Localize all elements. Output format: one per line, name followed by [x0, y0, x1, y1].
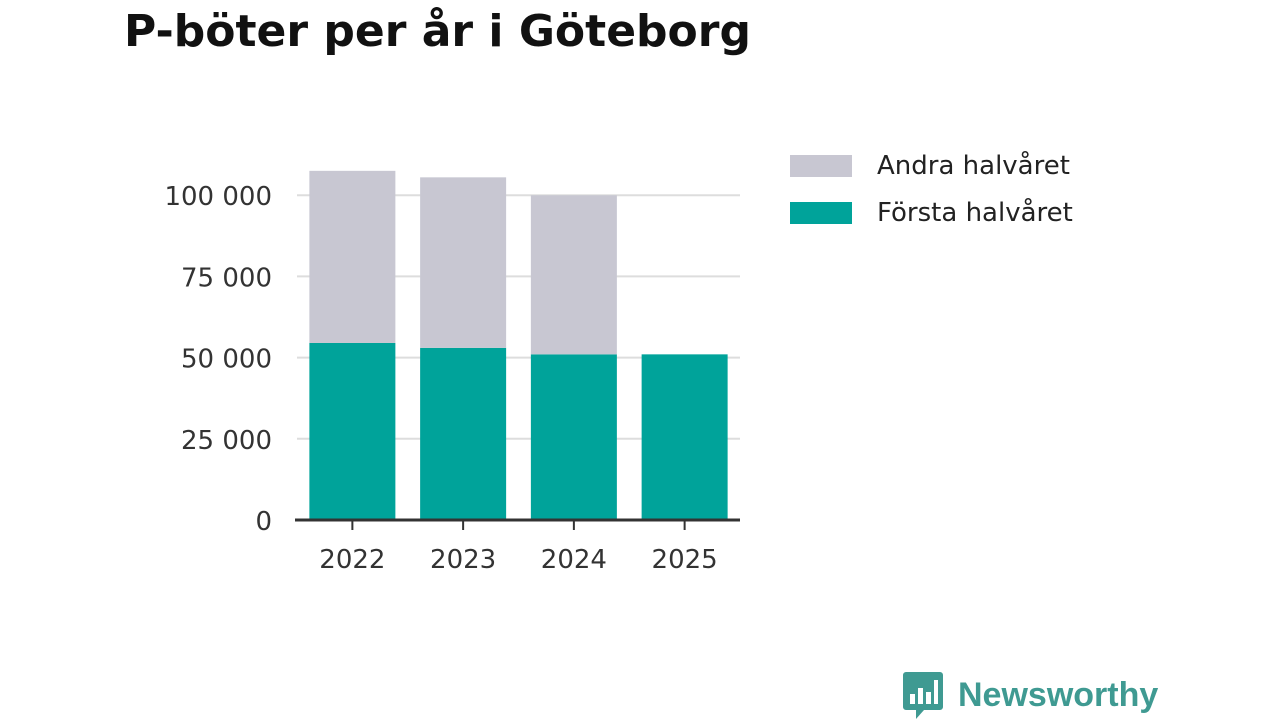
bar-second-half-2023	[420, 177, 507, 348]
y-tick-label: 100 000	[164, 182, 272, 212]
brand-name: Newsworthy	[958, 675, 1159, 714]
brand-logo: Newsworthy	[902, 670, 1158, 720]
bar-second-half-2024	[530, 195, 617, 355]
bar-second-half-2022	[309, 170, 396, 343]
chart-title: P-böter per år i Göteborg	[124, 6, 751, 57]
legend: Andra halvåret Första halvåret	[790, 146, 1073, 240]
y-tick-label: 0	[255, 507, 272, 537]
bar-chart-speech-bubble-icon	[903, 672, 943, 719]
x-tick-label: 2022	[319, 545, 385, 575]
legend-swatch-first-half	[790, 202, 852, 224]
x-tick-label: 2025	[652, 545, 718, 575]
x-tick-label: 2023	[430, 545, 496, 575]
bar-first-half-2025	[641, 354, 728, 520]
y-tick-label: 25 000	[181, 426, 272, 456]
y-tick-label: 75 000	[181, 263, 272, 293]
x-tick-label: 2024	[541, 545, 607, 575]
legend-item-second-half: Andra halvåret	[790, 146, 1073, 186]
y-tick-label: 50 000	[181, 345, 272, 375]
legend-swatch-second-half	[790, 155, 852, 177]
bar-first-half-2022	[309, 342, 396, 520]
x-axis	[295, 518, 740, 530]
bar-first-half-2024	[530, 354, 617, 520]
axis-labels: 0 25 000 50 000 75 000 100 000 2022 2023 2024 20…	[164, 182, 717, 575]
legend-label-second-half: Andra halvåret	[877, 151, 1070, 181]
bar-first-half-2023	[420, 347, 507, 520]
legend-item-first-half: Första halvåret	[790, 193, 1073, 233]
legend-label-first-half: Första halvåret	[877, 198, 1073, 228]
bars	[309, 170, 728, 520]
